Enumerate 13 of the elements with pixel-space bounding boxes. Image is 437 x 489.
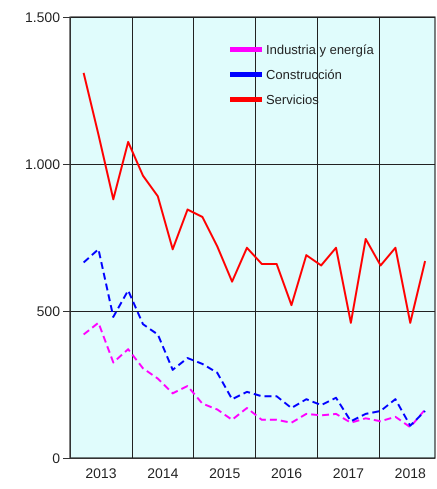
y-tick-label: 1.500 (24, 9, 60, 25)
y-tick-label: 1.000 (24, 156, 60, 172)
x-tick-label: 2015 (209, 465, 240, 481)
y-tick-label: 500 (36, 303, 60, 319)
x-tick-label: 2017 (332, 465, 364, 481)
x-tick-label: 2016 (270, 465, 302, 481)
x-tick-label: 2018 (394, 465, 426, 481)
x-tick-label: 2014 (147, 465, 179, 481)
line-series (82, 322, 426, 428)
line-series (82, 248, 426, 427)
x-tick-label: 2013 (85, 465, 117, 481)
y-tick-label: 0 (52, 450, 60, 466)
legend-label: Industria y energía (266, 42, 374, 57)
